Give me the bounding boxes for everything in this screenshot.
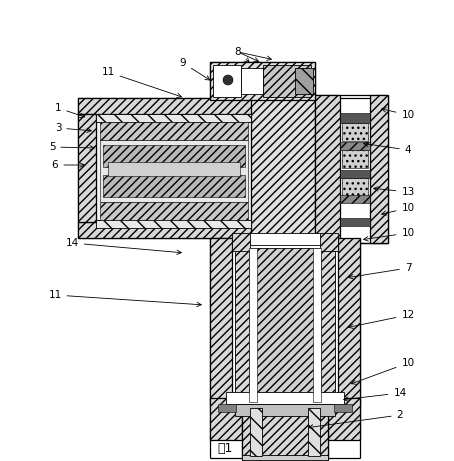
Bar [308, 408, 320, 456]
Bar [210, 238, 232, 406]
Bar [340, 170, 370, 178]
Text: 9: 9 [180, 58, 210, 80]
Bar [232, 238, 338, 406]
Text: 12: 12 [349, 310, 415, 329]
Bar [340, 113, 370, 123]
Bar [210, 398, 242, 440]
Bar [340, 195, 370, 203]
Bar [340, 218, 370, 226]
Bar [100, 140, 248, 202]
Text: 图1: 图1 [217, 442, 233, 455]
Bar [96, 114, 251, 122]
Bar [338, 238, 360, 406]
Bar [251, 98, 315, 238]
Bar [321, 244, 335, 402]
Text: 11: 11 [49, 290, 201, 307]
Bar [320, 233, 338, 251]
Bar [210, 62, 315, 100]
Bar [370, 95, 388, 243]
Bar [342, 150, 368, 168]
Bar [342, 178, 368, 196]
Bar [235, 404, 335, 416]
Bar [96, 220, 251, 228]
Text: 4: 4 [364, 142, 411, 155]
Bar [250, 408, 262, 456]
Bar [103, 175, 245, 197]
Bar [100, 202, 248, 220]
Text: 6: 6 [52, 160, 84, 170]
Text: 14: 14 [65, 238, 181, 254]
Text: 10: 10 [364, 228, 415, 241]
Bar [78, 98, 315, 114]
Bar [263, 65, 311, 97]
Bar [241, 68, 263, 94]
Bar [235, 244, 249, 402]
Text: 8: 8 [235, 47, 249, 63]
Text: 13: 13 [374, 187, 415, 197]
Text: 3: 3 [54, 123, 91, 133]
Text: 11: 11 [101, 67, 182, 97]
Text: 5: 5 [49, 142, 94, 152]
Bar [218, 404, 236, 412]
Bar [342, 123, 368, 141]
Text: 10: 10 [382, 203, 415, 215]
Bar [328, 398, 360, 440]
Bar [249, 248, 321, 402]
Circle shape [223, 75, 233, 85]
Text: 1: 1 [54, 103, 84, 118]
Bar [232, 233, 250, 251]
Bar [242, 455, 328, 460]
Bar [242, 414, 328, 456]
Bar [315, 95, 340, 243]
Text: 10: 10 [351, 358, 415, 384]
Bar [334, 404, 352, 412]
Bar [340, 95, 385, 243]
Text: 2: 2 [309, 410, 403, 429]
Bar [100, 122, 248, 140]
Bar [295, 68, 313, 94]
Bar [78, 222, 315, 238]
Bar [108, 162, 240, 176]
Bar [249, 233, 321, 245]
Bar [313, 248, 321, 402]
Bar [78, 114, 96, 222]
Bar [213, 65, 241, 97]
Bar [249, 248, 257, 402]
Bar [340, 142, 370, 150]
Bar [226, 392, 344, 404]
Text: 14: 14 [344, 388, 407, 401]
Bar [96, 122, 251, 220]
Text: 7: 7 [349, 263, 411, 279]
Bar [103, 145, 245, 167]
Text: 10: 10 [382, 108, 415, 120]
